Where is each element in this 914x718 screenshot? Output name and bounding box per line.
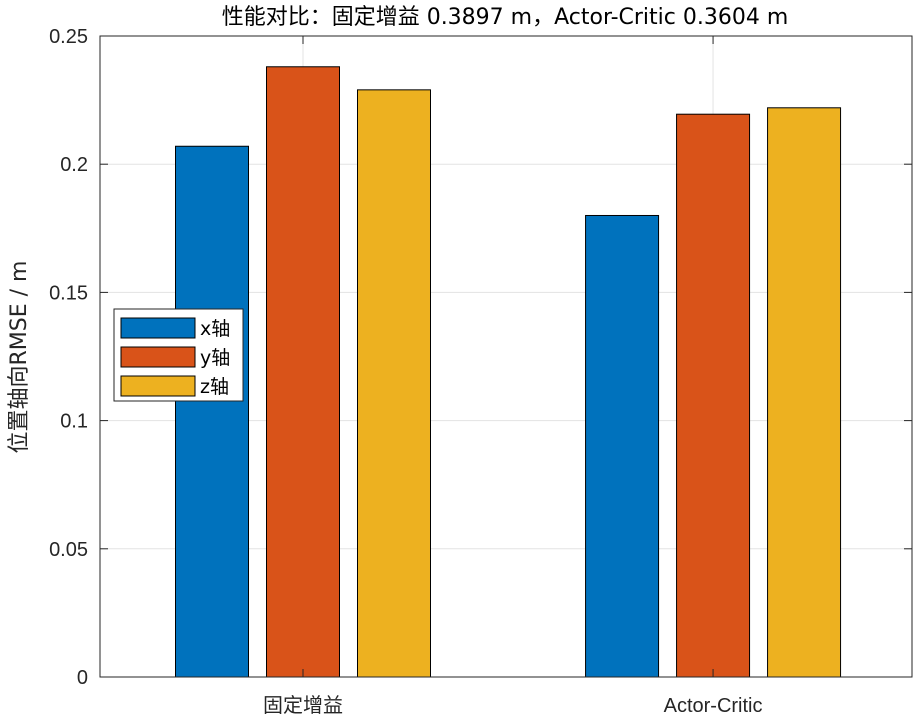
y-tick-label: 0 bbox=[77, 667, 88, 689]
bar-z-1 bbox=[767, 107, 842, 678]
bar-z-0 bbox=[357, 89, 431, 678]
y-tick-label: 0.05 bbox=[49, 539, 88, 561]
x-tick-label: Actor-Critic bbox=[664, 695, 763, 717]
y-tick-label: 0.2 bbox=[60, 154, 88, 176]
legend-label-x: x轴 bbox=[200, 318, 230, 340]
legend-label-y: y轴 bbox=[200, 347, 230, 369]
bar-x-0 bbox=[175, 145, 249, 678]
x-tick-label: 固定增益 bbox=[263, 694, 343, 717]
legend-label-z: z轴 bbox=[200, 376, 229, 398]
y-axis: 0 0.05 0.1 0.15 0.2 0.25 bbox=[49, 26, 912, 689]
legend: x轴 y轴 z轴 bbox=[113, 308, 244, 402]
y-tick-label: 0.15 bbox=[49, 282, 88, 304]
bars bbox=[175, 66, 842, 678]
legend-swatch-z bbox=[120, 375, 196, 397]
x-axis: 固定增益 Actor-Critic bbox=[263, 36, 763, 717]
legend-swatch-y bbox=[120, 346, 196, 368]
y-tick-label: 0.1 bbox=[60, 411, 88, 433]
y-tick-label: 0.25 bbox=[49, 26, 88, 48]
chart-title: 性能对比：固定增益 0.3897 m，Actor-Critic 0.3604 m bbox=[222, 5, 789, 30]
bar-y-0 bbox=[266, 66, 340, 678]
bar-y-1 bbox=[676, 113, 751, 678]
bar-x-1 bbox=[585, 214, 660, 678]
plot-area-frame bbox=[99, 35, 913, 678]
legend-swatch-x bbox=[120, 317, 196, 339]
y-axis-label: 位置轴向RMSE / m bbox=[7, 261, 32, 454]
